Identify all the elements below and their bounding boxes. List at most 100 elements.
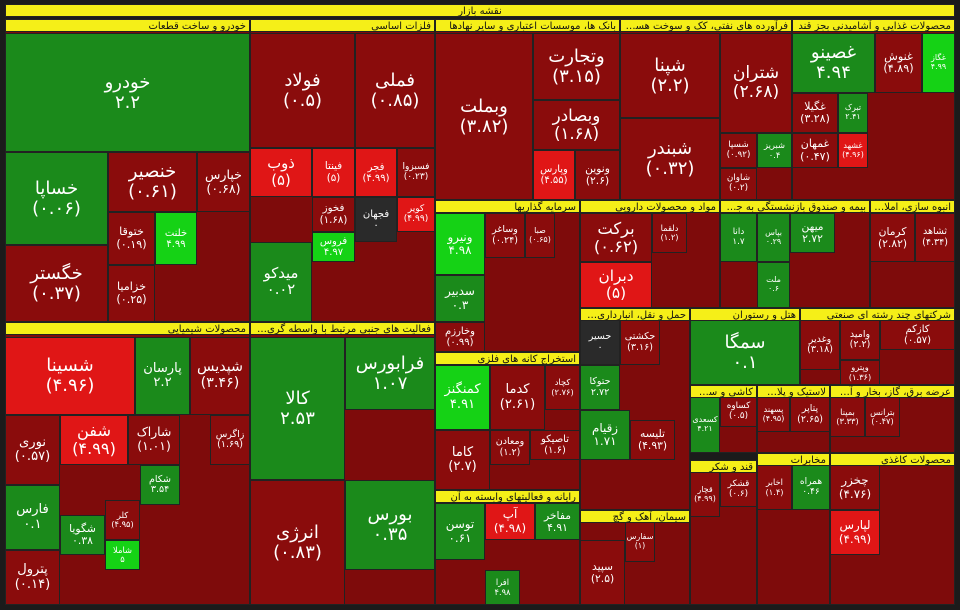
stock-tile[interactable]: خودرو ۲.۲ [5,33,250,152]
stock-tile[interactable]: میدکو ۰.۰۲ [250,242,312,322]
stock-tile[interactable]: پسهند (۴.۹۵) [757,397,790,432]
stock-tile[interactable]: بپاس ۰.۲۹ [757,213,790,262]
stock-tile[interactable]: وبصادر (۱.۶۸) [533,100,620,150]
stock-tile[interactable]: وپترو (۱.۳۶) [840,360,880,385]
stock-tile[interactable]: غشهد (۴.۹۶) [838,133,868,168]
stock-tile[interactable]: افرا ۴.۹۸ [485,570,520,605]
stock-tile[interactable]: وغدیر (۳.۱۸) [800,320,840,370]
stock-tile[interactable]: فسبزوا (۰.۲۳) [397,148,435,197]
stock-tile[interactable]: زقیام ۱.۷۱ [580,410,630,460]
stock-tile[interactable]: وپارس (۴.۵۵) [533,150,575,200]
stock-tile[interactable]: شگویا ۰.۳۸ [60,515,105,555]
stock-tile[interactable]: بمپنا (۳.۳۳) [830,397,865,437]
stock-tile[interactable]: فینتا (۵) [312,148,355,197]
stock-tile[interactable]: فولاد (۰.۵) [250,33,355,148]
stock-tile[interactable]: کلر (۴.۹۵) [105,500,140,540]
stock-tile[interactable]: برکت (۰.۶۲) [580,213,652,262]
stock-tile[interactable]: کمنگنز ۴.۹۱ [435,365,490,430]
stock-tile[interactable]: شبندر (۰.۳۲) [620,118,720,200]
stock-tile[interactable]: کساوه (۰.۵) [720,397,757,427]
stock-tile[interactable]: خگستر (۰.۳۷) [5,245,108,322]
stock-tile[interactable]: شاوان (۰.۲) [720,168,757,200]
stock-tile[interactable]: پارسان ۲.۲ [135,337,190,415]
stock-tile[interactable]: شاملا ۵ [105,540,140,570]
stock-tile[interactable]: فجهان ۰ [355,197,397,242]
stock-tile[interactable]: لپارس (۴.۹۹) [830,510,880,555]
stock-tile[interactable]: قشکر (۰.۶) [720,472,757,507]
stock-tile[interactable]: خلنت ۴.۹۹ [155,212,197,265]
stock-tile[interactable]: صبا (۰.۶۵) [525,213,555,258]
stock-tile[interactable]: انرژی (۰.۸۳) [250,480,345,605]
stock-tile[interactable]: کچاد (۲.۷۶) [545,365,580,410]
stock-tile[interactable]: فرابورس ۱.۰۷ [345,337,435,410]
stock-tile[interactable]: خزامیا (۰.۲۵) [108,265,155,322]
stock-tile[interactable]: سفارس (۱) [625,522,655,562]
stock-tile[interactable]: شاراک (۱.۰۱) [128,415,180,465]
stock-tile[interactable]: دلقما (۱.۲) [652,213,687,253]
stock-tile[interactable]: توسن ۰.۶۱ [435,503,485,560]
stock-tile[interactable]: فارس ۰.۱ [5,485,60,550]
stock-tile[interactable]: زاگرس (۱.۶۹) [210,415,250,465]
stock-tile[interactable]: سدبیر ۰.۳ [435,275,485,322]
stock-tile[interactable]: اخابر (۱.۴) [757,465,792,510]
stock-tile[interactable]: ثشاهد (۴.۳۴) [915,213,955,262]
stock-tile[interactable]: کاما (۲.۷) [435,430,490,490]
stock-tile[interactable]: شپدیس (۳.۴۶) [190,337,250,415]
stock-tile[interactable]: غگیلا (۳.۲۸) [792,93,838,133]
stock-tile[interactable]: ملت ۰.۶ [757,262,790,308]
stock-tile[interactable]: وتجارت (۳.۱۵) [533,33,620,100]
stock-tile[interactable]: ومعادن (۱.۲) [490,430,530,465]
stock-tile[interactable]: پتاپر (۲.۶۵) [790,397,830,432]
stock-tile[interactable]: حتوکا ۲.۷۲ [580,365,620,410]
stock-tile[interactable]: حسیر ۰ [580,320,620,365]
stock-tile[interactable]: شفن (۴.۹۹) [60,415,128,465]
stock-tile[interactable]: کرمان (۲.۸۲) [870,213,915,262]
stock-tile[interactable]: غصینو ۴.۹۴ [792,33,875,93]
stock-tile[interactable]: چخزر (۴.۷۶) [830,465,880,510]
stock-tile[interactable]: غنوش (۴.۸۹) [875,33,922,93]
stock-tile[interactable]: ذوب (۵) [250,148,312,197]
stock-tile[interactable]: شپنا (۲.۲) [620,33,720,118]
stock-tile[interactable]: سمگا ۰.۱ [690,320,800,385]
stock-tile[interactable]: ونیرو ۴.۹۸ [435,213,485,275]
stock-tile[interactable]: خپارس (۰.۶۸) [197,152,250,212]
stock-tile[interactable]: وساغر (۰.۲۴) [485,213,525,258]
stock-tile[interactable]: غمهان (۰.۴۷) [792,133,838,168]
stock-tile[interactable]: تاصیکو (۱.۶) [530,430,580,460]
stock-tile[interactable]: خساپا (۰.۰۶) [5,152,108,245]
stock-tile[interactable]: ختوقا (۰.۱۹) [108,212,155,265]
stock-tile[interactable]: فخوز (۱.۶۸) [312,197,355,232]
stock-tile[interactable]: فجر (۴.۹۹) [355,148,397,197]
stock-tile[interactable]: دانا ۱.۷ [720,213,757,262]
stock-tile[interactable]: همراه ۰.۴۶ [792,465,830,510]
stock-tile[interactable]: کدما (۲.۶۱) [490,365,545,430]
stock-tile[interactable]: شبریز ۰.۴ [757,133,792,168]
stock-tile[interactable]: وامید (۲.۲) [840,320,880,360]
stock-tile[interactable]: شکام ۳.۵۴ [140,465,180,505]
stock-tile[interactable]: سپید (۲.۵) [580,540,625,605]
stock-tile[interactable]: تلیسه (۴.۹۳) [630,420,675,460]
stock-tile[interactable]: کازکم (۰.۵۷) [880,320,955,350]
stock-tile[interactable]: کالا ۲.۵۳ [250,337,345,480]
stock-tile[interactable]: شتران (۲.۶۸) [720,33,792,133]
stock-tile[interactable]: وخارزم (۰.۹۹) [435,322,485,352]
stock-tile[interactable]: شسپا (۰.۹۲) [720,133,757,168]
stock-tile[interactable]: فملی (۰.۸۵) [355,33,435,148]
stock-tile[interactable]: شسینا (۴.۹۶) [5,337,135,415]
stock-tile[interactable]: ونوین (۲.۶) [575,150,620,200]
stock-tile[interactable]: نوری (۰.۵۷) [5,415,60,485]
stock-tile[interactable]: فروس ۴.۹۷ [312,232,355,262]
stock-tile[interactable]: میهن ۲.۷۲ [790,213,835,253]
stock-tile[interactable]: بترانس (۰.۴۷) [865,397,900,437]
stock-tile[interactable]: حکشتی (۳.۱۶) [620,320,660,365]
stock-tile[interactable]: وبملت (۳.۸۲) [435,33,533,200]
stock-tile[interactable]: پترول (۰.۱۴) [5,550,60,605]
stock-tile[interactable]: قچار (۴.۹۹) [690,472,720,517]
stock-tile[interactable]: مفاخر ۴.۹۱ [535,503,580,540]
stock-tile[interactable]: تبرک ۲.۴۱ [838,93,868,133]
stock-tile[interactable]: دبران (۵) [580,262,652,308]
stock-tile[interactable]: خنصیر (۰.۶۱) [108,152,197,212]
stock-tile[interactable]: غگاز ۴.۹۹ [922,33,955,93]
stock-tile[interactable]: بورس ۰.۳۵ [345,480,435,570]
stock-tile[interactable]: کویر (۴.۹۹) [397,197,435,232]
